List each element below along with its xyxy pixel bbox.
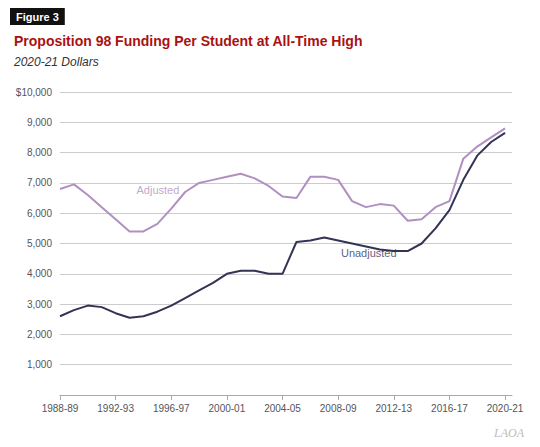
svg-text:Proposition 98 Funding Per Stu: Proposition 98 Funding Per Student at Al…: [14, 33, 362, 49]
svg-text:1996-97: 1996-97: [153, 403, 190, 414]
svg-text:Unadjusted: Unadjusted: [341, 247, 397, 259]
svg-text:$10,000: $10,000: [16, 87, 53, 98]
svg-text:9,000: 9,000: [27, 117, 52, 128]
svg-text:2016-17: 2016-17: [431, 403, 468, 414]
svg-text:5,000: 5,000: [27, 238, 52, 249]
svg-text:6,000: 6,000: [27, 208, 52, 219]
svg-text:2020-21 Dollars: 2020-21 Dollars: [13, 55, 99, 69]
svg-text:2004-05: 2004-05: [264, 403, 301, 414]
svg-text:Adjusted: Adjusted: [136, 184, 179, 196]
svg-text:1992-93: 1992-93: [97, 403, 134, 414]
svg-text:2008-09: 2008-09: [320, 403, 357, 414]
svg-text:LAOA: LAOA: [493, 426, 525, 440]
svg-text:2000-01: 2000-01: [209, 403, 246, 414]
svg-text:8,000: 8,000: [27, 147, 52, 158]
svg-text:7,000: 7,000: [27, 177, 52, 188]
svg-text:1,000: 1,000: [27, 359, 52, 370]
svg-text:2012-13: 2012-13: [375, 403, 412, 414]
svg-text:3,000: 3,000: [27, 299, 52, 310]
svg-text:1988-89: 1988-89: [42, 403, 79, 414]
svg-text:4,000: 4,000: [27, 268, 52, 279]
svg-text:Figure 3: Figure 3: [16, 11, 59, 23]
svg-text:2020-21: 2020-21: [487, 403, 524, 414]
svg-text:2,000: 2,000: [27, 329, 52, 340]
